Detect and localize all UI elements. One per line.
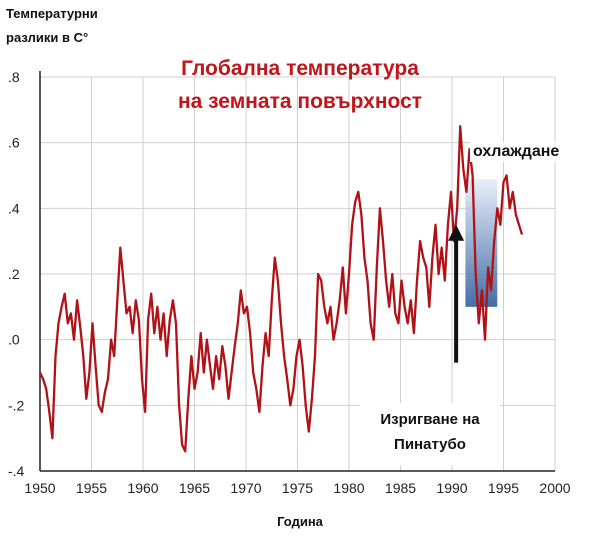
- y-tick-label: .4: [8, 200, 20, 216]
- pinatubo-annotation: Изригване на Пинатубо: [360, 403, 500, 465]
- pinatubo-annotation-line-2: Пинатубо: [394, 436, 466, 453]
- x-axis-label: Година: [277, 514, 323, 529]
- chart-axes: [39, 71, 555, 472]
- temperature-line: [38, 125, 524, 453]
- x-tick-label: 1975: [282, 480, 313, 496]
- cooling-region: [465, 178, 498, 307]
- cooling-annotation: охлаждане: [470, 142, 563, 162]
- x-tick-label: 1960: [127, 480, 158, 496]
- pinatubo-annotation-line-1: Изригване на: [380, 411, 480, 428]
- temperature-series: [38, 125, 524, 453]
- y-tick-label: -.4: [8, 463, 25, 479]
- x-tick-label: 1950: [24, 480, 55, 496]
- y-axis-label: Температурни разлики в C°: [6, 2, 156, 50]
- y-tick-label: .0: [8, 332, 20, 348]
- y-axis-label-line-2: разлики в C°: [6, 30, 89, 45]
- x-tick-label: 1965: [179, 480, 210, 496]
- y-tick-label: -.2: [8, 397, 25, 413]
- chart-title-line-1: Глобална температура: [181, 57, 419, 80]
- chart-title-line-2: на земната повърхност: [177, 90, 423, 113]
- x-tick-label: 1955: [76, 480, 107, 496]
- x-tick-label: 1980: [333, 480, 364, 496]
- cooling-shade: [465, 178, 498, 307]
- x-tick-label: 1970: [230, 480, 261, 496]
- y-tick-label: .8: [8, 69, 20, 85]
- eruption-arrow: [448, 224, 465, 363]
- y-axis-label-line-1: Температурни: [6, 6, 98, 21]
- y-tick-label: .2: [8, 266, 20, 282]
- y-tick-label: .6: [8, 135, 20, 151]
- x-tick-label: 1985: [385, 480, 416, 496]
- x-tick-label: 1990: [436, 480, 467, 496]
- chart-title: Глобална температура на земната повърхно…: [150, 52, 450, 118]
- tick-labels: 1950 1955 1960 1965 1970 1975 1980 1985 1990 1995…: [8, 69, 571, 496]
- x-tick-label: 1995: [488, 480, 519, 496]
- arrow-head: [448, 224, 465, 241]
- x-tick-label: 2000: [539, 480, 570, 496]
